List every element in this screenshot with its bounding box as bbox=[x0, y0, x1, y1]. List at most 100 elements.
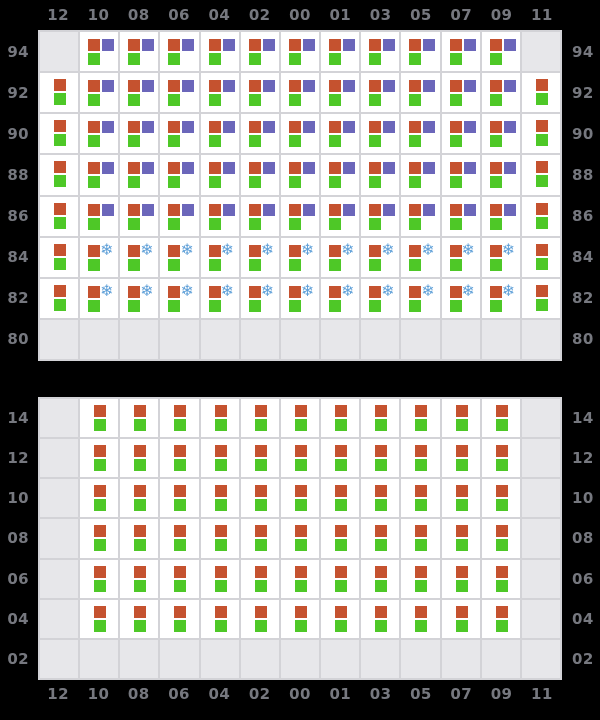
green-square bbox=[288, 258, 301, 271]
green-square bbox=[94, 539, 107, 552]
orange-square bbox=[248, 162, 261, 175]
orange-square bbox=[248, 80, 261, 93]
green-square bbox=[214, 539, 227, 552]
purple-square bbox=[503, 39, 516, 51]
y-axis-label: 92 bbox=[572, 83, 594, 102]
x-axis-label: 10 bbox=[87, 685, 110, 703]
grid-cell bbox=[200, 155, 239, 195]
orange-square bbox=[535, 120, 548, 133]
orange-square bbox=[409, 203, 422, 216]
y-axis-label: 94 bbox=[7, 42, 29, 61]
green-square bbox=[134, 539, 147, 552]
y-axis-label: 02 bbox=[572, 649, 594, 668]
orange-square bbox=[415, 485, 428, 498]
grid-cell bbox=[321, 114, 360, 154]
green-square bbox=[415, 499, 428, 512]
orange-square bbox=[449, 121, 462, 134]
orange-square bbox=[495, 565, 508, 578]
grid-cell bbox=[361, 114, 400, 154]
grid-cell bbox=[240, 599, 279, 638]
grid-cell bbox=[240, 399, 279, 438]
grid-cell bbox=[441, 519, 480, 558]
green-square bbox=[214, 459, 227, 472]
green-square bbox=[294, 499, 307, 512]
green-square bbox=[168, 258, 181, 271]
orange-square bbox=[535, 243, 548, 256]
orange-square bbox=[409, 244, 422, 257]
y-axis-label: 14 bbox=[7, 409, 29, 428]
grid-cell bbox=[481, 114, 520, 154]
x-axis-label: 11 bbox=[531, 6, 553, 24]
snowflake-icon: ❄ bbox=[461, 239, 475, 259]
purple-square bbox=[142, 203, 155, 216]
purple-square bbox=[423, 39, 436, 51]
grid-cell bbox=[120, 599, 159, 638]
x-axis-label: 12 bbox=[47, 685, 69, 703]
green-square bbox=[128, 176, 141, 189]
green-square bbox=[294, 539, 307, 552]
orange-square bbox=[449, 80, 462, 93]
x-axis-top: 12 10 08 06 04 02 00 01 03 05 07 09 11 bbox=[38, 4, 562, 26]
green-square bbox=[415, 579, 428, 592]
green-square bbox=[409, 94, 422, 107]
y-axis-label: 14 bbox=[572, 409, 594, 428]
green-square bbox=[495, 539, 508, 552]
orange-square bbox=[294, 485, 307, 498]
grid-cell-empty bbox=[40, 479, 79, 518]
orange-square bbox=[495, 605, 508, 618]
orange-square bbox=[449, 203, 462, 216]
grid-cell-empty bbox=[40, 519, 79, 558]
grid-cell: ❄ bbox=[80, 278, 119, 318]
orange-square bbox=[455, 605, 468, 618]
grid-cell-empty bbox=[80, 639, 119, 678]
grid-cell bbox=[481, 559, 520, 598]
orange-square bbox=[375, 525, 388, 538]
green-square bbox=[449, 135, 462, 148]
grid-cell bbox=[401, 196, 440, 236]
green-square bbox=[208, 299, 221, 312]
purple-square bbox=[142, 162, 155, 175]
orange-square bbox=[168, 80, 181, 93]
orange-square bbox=[335, 485, 348, 498]
green-square bbox=[168, 217, 181, 230]
green-square bbox=[214, 419, 227, 431]
orange-square bbox=[134, 445, 147, 458]
grid-cell-empty bbox=[401, 639, 440, 678]
x-axis-bottom: 12 10 08 06 04 02 00 01 03 05 07 09 11 bbox=[38, 683, 562, 705]
grid-cell bbox=[401, 479, 440, 518]
x-axis-label: 09 bbox=[490, 685, 513, 703]
grid-cell-empty bbox=[521, 639, 560, 678]
grid-cell bbox=[120, 32, 159, 72]
grid-cell bbox=[120, 73, 159, 113]
green-square bbox=[54, 216, 66, 229]
orange-square bbox=[375, 405, 388, 417]
x-axis-label: 02 bbox=[248, 685, 271, 703]
grid-cell: ❄ bbox=[361, 278, 400, 318]
x-axis-label: 04 bbox=[208, 6, 231, 24]
green-square bbox=[335, 459, 348, 472]
grid-cell bbox=[280, 155, 320, 195]
x-axis-label: 06 bbox=[168, 6, 190, 24]
green-square bbox=[94, 619, 107, 632]
green-square bbox=[254, 579, 267, 592]
orange-square bbox=[489, 285, 502, 298]
grid-cell bbox=[80, 196, 119, 236]
purple-square bbox=[102, 203, 115, 216]
green-square bbox=[134, 579, 147, 592]
orange-square bbox=[208, 203, 221, 216]
grid-cell bbox=[280, 599, 320, 638]
x-axis-label: 01 bbox=[329, 6, 352, 24]
green-square bbox=[375, 619, 388, 632]
grid-cell bbox=[321, 73, 360, 113]
orange-square bbox=[288, 121, 301, 134]
green-square bbox=[375, 579, 388, 592]
grid-cell: ❄ bbox=[240, 237, 279, 277]
green-square bbox=[168, 53, 181, 65]
orange-square bbox=[288, 39, 301, 51]
grid-cell bbox=[120, 479, 159, 518]
orange-square bbox=[168, 203, 181, 216]
green-square bbox=[174, 539, 187, 552]
grid-cell bbox=[401, 559, 440, 598]
orange-square bbox=[489, 39, 502, 51]
